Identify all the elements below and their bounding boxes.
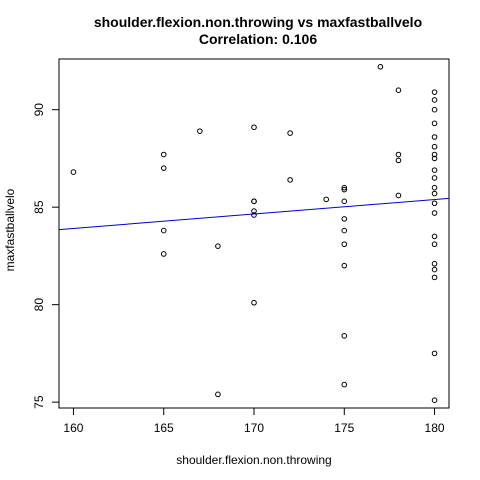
regression-line <box>58 197 450 231</box>
chart-title: shoulder.flexion.non.throwing vs maxfast… <box>94 14 422 30</box>
y-axis-label: maxfastballvelo <box>3 188 17 271</box>
data-point <box>395 151 402 158</box>
data-point <box>431 210 438 216</box>
data-point <box>341 241 348 248</box>
data-point <box>431 266 438 273</box>
data-point <box>341 333 348 339</box>
data-point <box>431 397 438 404</box>
x-tick-label: 165 <box>154 421 174 435</box>
data-point <box>431 120 438 127</box>
data-point <box>431 184 438 191</box>
data-point <box>197 128 203 134</box>
x-tick-label: 170 <box>244 421 264 435</box>
data-point <box>160 165 167 171</box>
data-point <box>251 208 257 214</box>
data-point <box>215 243 221 249</box>
data-point <box>341 198 348 205</box>
data-point <box>341 216 348 222</box>
data-point <box>160 251 167 257</box>
x-axis-label: shoulder.flexion.non.throwing <box>176 453 331 467</box>
data-point <box>323 196 330 203</box>
plot-frame <box>58 58 450 409</box>
data-point <box>341 227 348 234</box>
y-tick-label: 90 <box>32 103 46 117</box>
data-point <box>431 143 438 150</box>
x-tick-label: 160 <box>63 421 83 435</box>
plot-content <box>58 63 450 404</box>
y-tick-label: 85 <box>32 200 46 214</box>
data-point <box>377 63 384 70</box>
data-point <box>431 89 438 95</box>
data-point <box>341 262 348 269</box>
data-point <box>341 184 348 191</box>
data-point <box>431 200 438 207</box>
x-tick-label: 180 <box>425 421 445 435</box>
data-point <box>251 124 257 131</box>
data-point <box>215 391 221 398</box>
data-point <box>287 177 293 183</box>
data-point <box>431 260 438 267</box>
data-point <box>160 227 167 234</box>
x-axis: 160 165 170 175 180 <box>63 407 445 435</box>
chart-subtitle: Correlation: 0.106 <box>199 31 317 47</box>
data-point <box>341 186 348 193</box>
data-point <box>431 167 438 173</box>
data-point <box>70 169 77 175</box>
y-tick-label: 75 <box>32 395 46 409</box>
data-point <box>431 134 438 140</box>
data-point <box>431 106 438 113</box>
data-point <box>251 212 257 218</box>
y-axis: 75 80 85 90 <box>32 103 60 409</box>
data-point <box>395 192 402 199</box>
data-point <box>395 157 402 164</box>
data-point <box>160 151 167 158</box>
data-point <box>395 87 402 93</box>
data-point <box>431 274 438 281</box>
data-point <box>431 155 438 162</box>
data-point <box>251 299 257 306</box>
data-point <box>431 241 438 248</box>
data-point <box>431 190 438 197</box>
data-point <box>431 151 438 158</box>
y-tick-label: 80 <box>32 298 46 312</box>
data-point <box>431 97 438 103</box>
data-point <box>431 350 438 357</box>
x-tick-label: 175 <box>334 421 354 435</box>
data-point <box>251 198 257 205</box>
data-point <box>431 175 438 181</box>
data-point <box>431 233 438 240</box>
data-point <box>341 381 348 388</box>
data-point <box>287 130 293 136</box>
